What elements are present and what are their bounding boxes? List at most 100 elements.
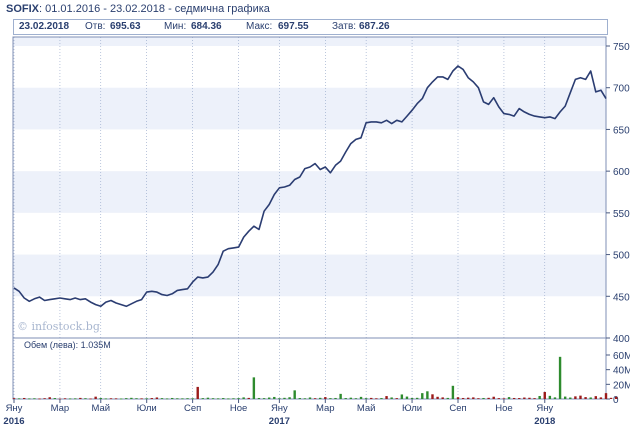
volume-bar: [456, 397, 460, 399]
quote-info-bar: 23.02.2018 Отв: 695.63 Мин: 684.36 Макс:…: [13, 19, 608, 35]
price-tick-label: 750: [613, 42, 630, 53]
volume-bar: [176, 398, 179, 400]
min-value: 684.36: [191, 21, 222, 32]
volume-bar: [227, 398, 230, 400]
volume-bar: [222, 398, 225, 399]
price-tick-label: 600: [613, 167, 630, 178]
watermark: © infostock.bg: [17, 320, 100, 333]
volume-bar: [395, 398, 398, 399]
quote-date: 23.02.2018: [19, 21, 70, 32]
price-tick-label: 400: [613, 334, 630, 345]
volume-bar: [186, 398, 189, 399]
volume-bar: [589, 397, 592, 399]
x-tick-label: Сеп: [449, 403, 466, 414]
volume-tick-label: 0: [613, 395, 619, 406]
volume-bar: [370, 397, 373, 399]
volume-bar: [283, 397, 286, 399]
volume-bar: [33, 398, 36, 400]
volume-bar: [594, 396, 597, 399]
volume-bar: [145, 398, 148, 400]
x-tick-label: Яну: [6, 403, 23, 414]
year-label: 2017: [269, 416, 290, 427]
volume-bar: [482, 397, 485, 399]
x-tick-label: Мар: [316, 403, 335, 414]
volume-bar: [558, 356, 562, 399]
volume-bar: [99, 397, 102, 399]
volume-bar: [507, 397, 511, 399]
x-tick-label: Мар: [51, 403, 70, 414]
volume-bar: [533, 398, 536, 399]
volume-bar: [130, 397, 133, 399]
volume-bar: [467, 397, 470, 399]
volume-note: Обем (лева): 1.035M: [24, 340, 111, 350]
volume-bar: [150, 398, 153, 399]
price-band: [13, 171, 606, 213]
volume-bar: [109, 398, 113, 400]
volume-bar: [497, 398, 501, 399]
volume-bar: [267, 397, 271, 399]
volume-bar: [604, 393, 608, 399]
volume-bar: [12, 398, 16, 399]
volume-bar: [288, 397, 291, 399]
volume-bar: [191, 398, 194, 400]
price-tick-label: 650: [613, 125, 630, 136]
chart-title: SOFIX: 01.01.2016 - 23.02.2018 - седмичн…: [6, 3, 270, 15]
volume-bar: [48, 397, 51, 399]
volume-bar: [74, 398, 77, 400]
volume-bar: [359, 396, 363, 399]
volume-bar: [160, 398, 164, 399]
x-tick-label: Яну: [536, 403, 553, 414]
volume-bar: [319, 397, 322, 399]
volume-bar: [354, 398, 358, 399]
volume-bar: [28, 398, 31, 400]
volume-bar: [410, 397, 414, 399]
volume-bar: [63, 398, 67, 400]
volume-bar: [201, 398, 205, 399]
volume-bar: [579, 395, 582, 399]
volume-bar: [512, 397, 516, 399]
volume-bar: [518, 398, 521, 399]
x-tick-label: Ное: [230, 403, 247, 414]
volume-bar: [155, 397, 159, 399]
volume-bar: [492, 396, 495, 399]
volume-bar: [89, 398, 92, 400]
volume-bar: [313, 398, 317, 399]
volume-bar: [502, 398, 506, 400]
volume-bar: [548, 395, 552, 399]
price-tick-label: 450: [613, 292, 630, 303]
volume-bar: [375, 398, 378, 400]
volume-bar: [451, 385, 455, 399]
volume-bar: [431, 394, 434, 399]
volume-bar: [211, 398, 215, 399]
volume-bar: [79, 397, 82, 399]
min-label: Мин:: [164, 21, 187, 32]
volume-bar: [171, 397, 174, 399]
volume-bar: [339, 393, 342, 399]
volume-bar: [23, 397, 26, 399]
volume-bar: [390, 397, 393, 399]
volume-bar: [237, 398, 240, 399]
volume-bar: [206, 397, 210, 399]
year-label: 2016: [3, 416, 24, 427]
volume-bar: [334, 397, 337, 399]
volume-bar: [17, 398, 21, 400]
volume-bar: [84, 398, 87, 399]
volume-bar: [94, 396, 97, 399]
volume-bar: [43, 398, 46, 399]
volume-bar: [436, 396, 439, 399]
volume-bar: [615, 396, 618, 399]
max-value: 697.55: [278, 21, 309, 32]
volume-tick-label: 20M: [613, 380, 630, 391]
volume-bar: [405, 396, 409, 399]
volume-bar: [165, 398, 169, 400]
volume-tick-label: 40M: [613, 366, 630, 377]
volume-bar: [232, 398, 235, 400]
volume-bar: [125, 398, 128, 399]
x-tick-label: Май: [91, 403, 110, 414]
close-label: Затв:: [332, 21, 357, 32]
volume-bar: [487, 397, 490, 399]
price-tick-label: 550: [613, 209, 630, 220]
volume-bar: [385, 396, 388, 399]
volume-bar: [273, 396, 276, 399]
